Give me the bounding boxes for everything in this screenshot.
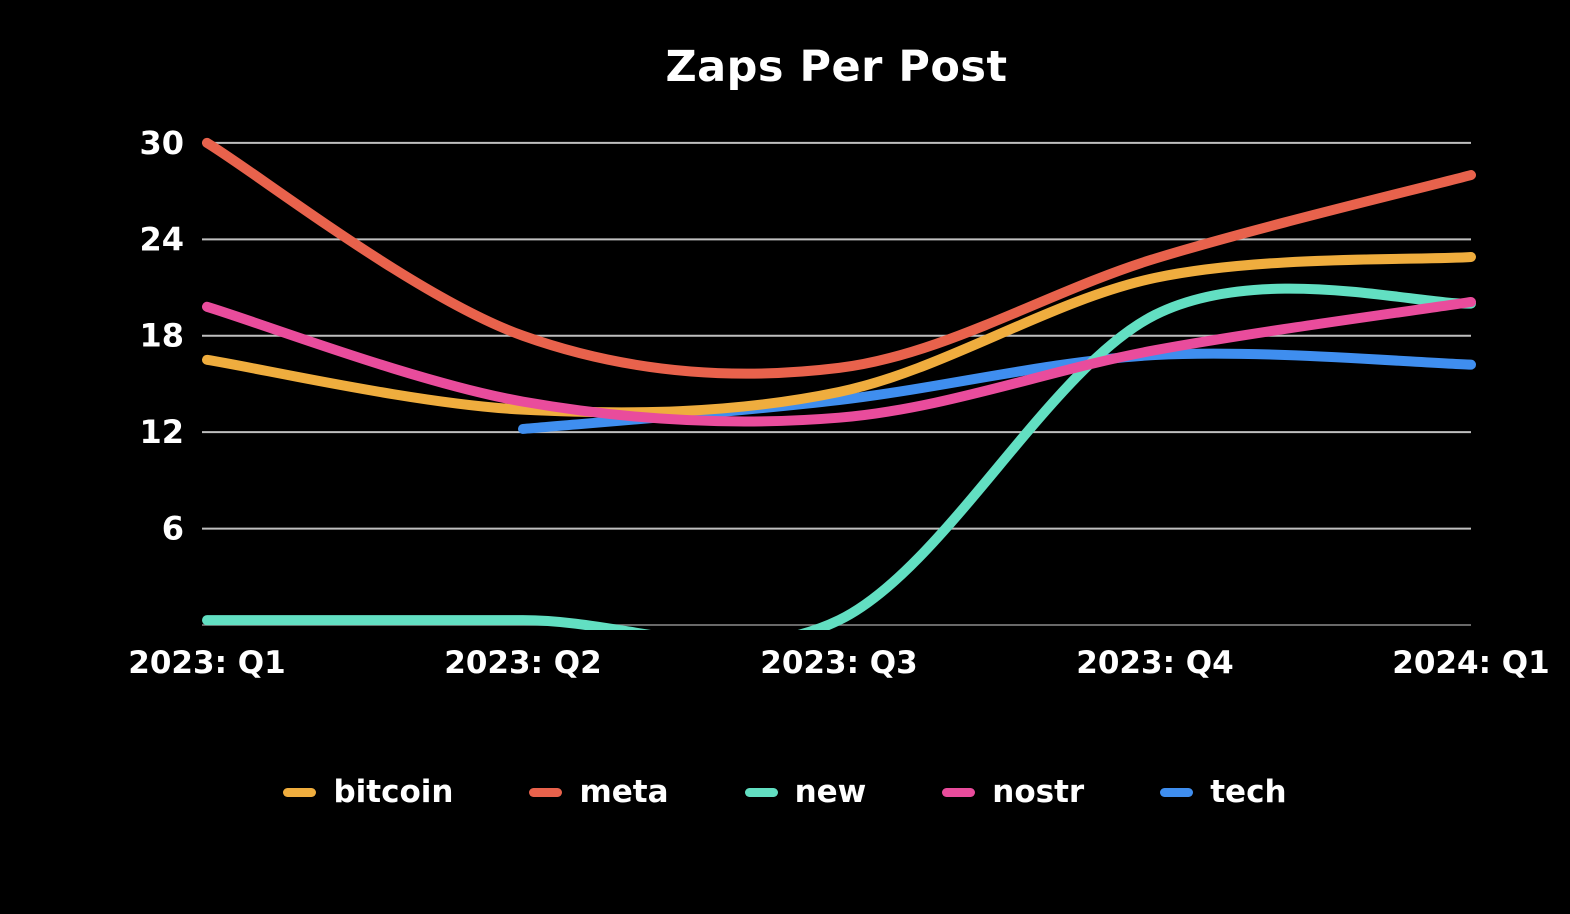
series-layer <box>202 137 1476 630</box>
y-axis-labels: 6 12 18 24 30 <box>139 124 184 548</box>
chart-legend: bitcoin meta new nostr tech <box>0 774 1570 810</box>
legend-item-tech[interactable]: tech <box>1160 774 1287 810</box>
x-tick-label-4: 2023: Q4 <box>1076 645 1233 681</box>
x-tick-label-1: 2023: Q1 <box>128 645 285 681</box>
legend-dash-icon-new <box>744 787 778 797</box>
legend-item-nostr[interactable]: nostr <box>942 774 1084 810</box>
series-line-new <box>202 283 1476 630</box>
legend-item-new[interactable]: new <box>744 774 867 810</box>
legend-label-new: new <box>794 774 867 810</box>
series-line-bitcoin <box>202 251 1476 418</box>
legend-dash-icon-bitcoin <box>283 787 317 797</box>
y-tick-label-12: 12 <box>139 413 184 451</box>
legend-dash-icon-nostr <box>942 787 976 797</box>
gridlines-layer <box>202 141 1471 626</box>
y-tick-label-18: 18 <box>139 317 184 355</box>
legend-label-nostr: nostr <box>992 774 1085 810</box>
y-tick-label-24: 24 <box>139 220 184 258</box>
series-line-nostr <box>202 296 1476 427</box>
chart-title: Zaps Per Post <box>665 42 1008 92</box>
legend-label-meta: meta <box>579 774 669 810</box>
legend-dash-icon-tech <box>1160 787 1194 797</box>
x-tick-label-3: 2023: Q3 <box>760 645 917 681</box>
x-axis-labels: 2023: Q1 2023: Q2 2023: Q3 2023: Q4 2024: Q1 <box>128 645 1549 681</box>
legend-item-bitcoin[interactable]: bitcoin <box>283 774 453 810</box>
x-tick-label-5: 2024: Q1 <box>1392 645 1549 681</box>
legend-item-meta[interactable]: meta <box>529 774 669 810</box>
x-tick-label-2: 2023: Q2 <box>444 645 601 681</box>
legend-label-tech: tech <box>1210 774 1287 810</box>
legend-label-bitcoin: bitcoin <box>333 774 454 810</box>
y-tick-label-30: 30 <box>139 124 184 162</box>
y-tick-label-6: 6 <box>162 510 184 548</box>
series-line-meta <box>202 137 1476 379</box>
legend-dash-icon-meta <box>529 787 563 797</box>
